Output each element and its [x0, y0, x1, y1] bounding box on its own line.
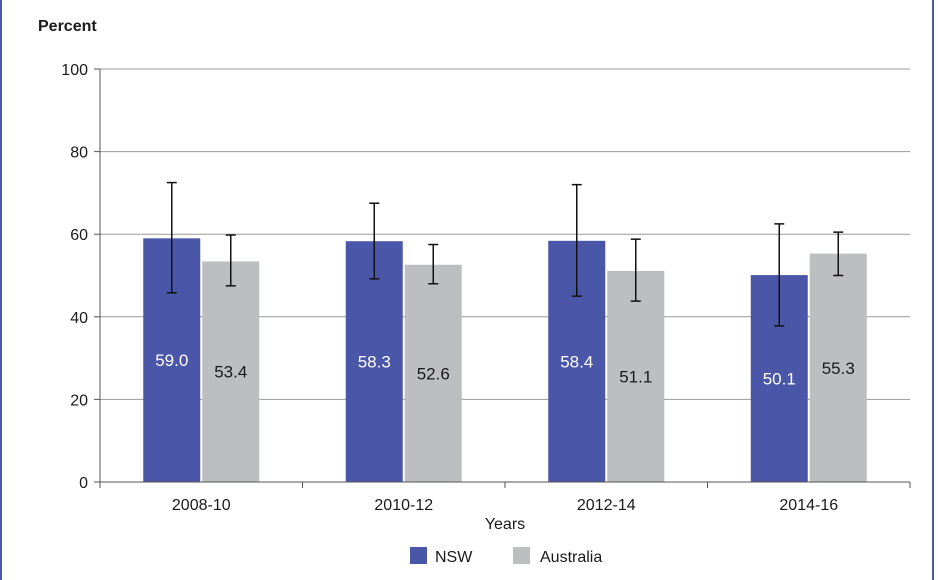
- data-label: 58.4: [560, 352, 593, 371]
- bar-australia-2010-12: [404, 264, 462, 482]
- data-label: 55.3: [822, 359, 855, 378]
- x-tick-label: 2012-14: [577, 497, 636, 514]
- y-tick-label: 20: [70, 392, 88, 409]
- legend: NSW Australia: [410, 547, 602, 566]
- data-label: 53.4: [214, 363, 247, 382]
- data-label: 59.0: [155, 351, 188, 370]
- legend-swatch-australia: [513, 547, 530, 564]
- bars: [143, 238, 867, 482]
- axes: [94, 68, 911, 488]
- y-tick-label: 100: [61, 62, 88, 79]
- y-tick-label: 60: [70, 227, 88, 244]
- labels: 0 20 40 60 80 100 2008-10 2010-12 2012-14 2014-16…: [61, 62, 855, 514]
- x-tick-label: 2008-10: [172, 497, 231, 514]
- legend-label-nsw: NSW: [435, 549, 473, 566]
- y-tick-label: 0: [79, 475, 88, 492]
- bar-australia-2012-14: [607, 270, 665, 482]
- data-label: 51.1: [619, 367, 652, 386]
- y-tick-label: 80: [70, 145, 88, 162]
- bar-australia-2008-10: [202, 261, 260, 482]
- data-label: 58.3: [358, 353, 391, 372]
- x-axis-title: Years: [485, 516, 525, 533]
- data-label: 50.1: [763, 370, 796, 389]
- bar-australia-2014-16: [809, 253, 867, 482]
- legend-swatch-nsw: [410, 547, 427, 564]
- error-bars: [166, 181, 844, 327]
- legend-label-australia: Australia: [540, 549, 602, 566]
- y-tick-label: 40: [70, 310, 88, 327]
- x-tick-label: 2010-12: [374, 497, 433, 514]
- data-label: 52.6: [417, 364, 450, 383]
- bar-nsw-2010-12: [345, 241, 403, 482]
- x-tick-label: 2014-16: [779, 497, 838, 514]
- y-axis-title: Percent: [38, 18, 97, 35]
